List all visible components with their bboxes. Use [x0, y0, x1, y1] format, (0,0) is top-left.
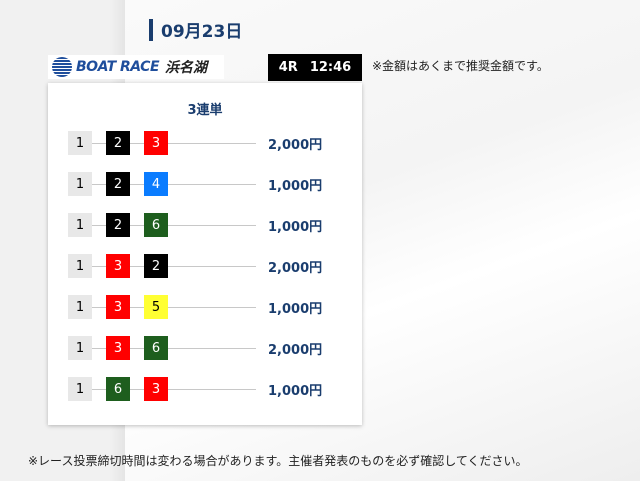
boat-number-1: 1	[68, 213, 92, 237]
boat-number-3: 6	[144, 336, 168, 360]
date-text: 09月23日	[161, 22, 243, 42]
boat-number-3: 3	[144, 377, 168, 401]
race-badge: 4R 12:46	[268, 54, 362, 81]
boat-number-2: 2	[106, 131, 130, 155]
bet-row: 1 3 6 2,000円	[68, 336, 358, 360]
boat-number-1: 1	[68, 131, 92, 155]
boat-number-2: 3	[106, 336, 130, 360]
boat-number-2: 3	[106, 295, 130, 319]
bet-row: 1 2 3 2,000円	[68, 131, 358, 155]
boat-number-2: 2	[106, 213, 130, 237]
globe-icon	[52, 57, 72, 77]
bet-row: 1 3 5 1,000円	[68, 295, 358, 319]
boat-number-1: 1	[68, 336, 92, 360]
bet-row: 1 6 3 1,000円	[68, 377, 358, 401]
bet-row: 1 3 2 2,000円	[68, 254, 358, 278]
bet-amount: 2,000円	[268, 261, 323, 276]
connector-line	[92, 143, 256, 144]
bet-row: 1 2 4 1,000円	[68, 172, 358, 196]
boat-number-1: 1	[68, 295, 92, 319]
amount-note: ※金額はあくまで推奨金額です。	[372, 59, 549, 73]
boat-number-3: 4	[144, 172, 168, 196]
connector-line	[92, 266, 256, 267]
boat-number-1: 1	[68, 377, 92, 401]
race-number: 4R	[278, 60, 298, 75]
boat-number-3: 5	[144, 295, 168, 319]
logo-venue: 浜名湖	[165, 60, 208, 76]
bet-amount: 2,000円	[268, 138, 323, 153]
logo-brand: BOAT RACE	[76, 59, 160, 75]
boat-number-2: 2	[106, 172, 130, 196]
connector-line	[92, 348, 256, 349]
race-date: 09月23日	[149, 17, 242, 42]
date-accent-bar	[149, 18, 153, 41]
bet-amount: 1,000円	[268, 179, 323, 194]
boat-number-3: 2	[144, 254, 168, 278]
boat-number-1: 1	[68, 172, 92, 196]
boat-number-3: 6	[144, 213, 168, 237]
bet-amount: 1,000円	[268, 220, 323, 235]
connector-line	[92, 225, 256, 226]
bet-card: 3連単 1 2 3 2,000円 1 2 4 1,000円 1 2 6 1,000円 1 3 2 2,000円…	[48, 83, 362, 425]
boatrace-logo: BOAT RACE 浜名湖	[48, 55, 224, 79]
boat-number-2: 6	[106, 377, 130, 401]
race-time: 12:46	[309, 60, 352, 75]
bet-amount: 1,000円	[268, 302, 323, 317]
bet-row: 1 2 6 1,000円	[68, 213, 358, 237]
boat-number-1: 1	[68, 254, 92, 278]
connector-line	[92, 184, 256, 185]
deadline-note: ※レース投票締切時間は変わる場合があります。主催者発表のものを必ず確認してくださ…	[28, 454, 528, 468]
bet-amount: 1,000円	[268, 384, 323, 399]
boat-number-3: 3	[144, 131, 168, 155]
connector-line	[92, 389, 256, 390]
bet-type-title: 3連単	[187, 103, 223, 118]
bet-amount: 2,000円	[268, 343, 323, 358]
connector-line	[92, 307, 256, 308]
boat-number-2: 3	[106, 254, 130, 278]
